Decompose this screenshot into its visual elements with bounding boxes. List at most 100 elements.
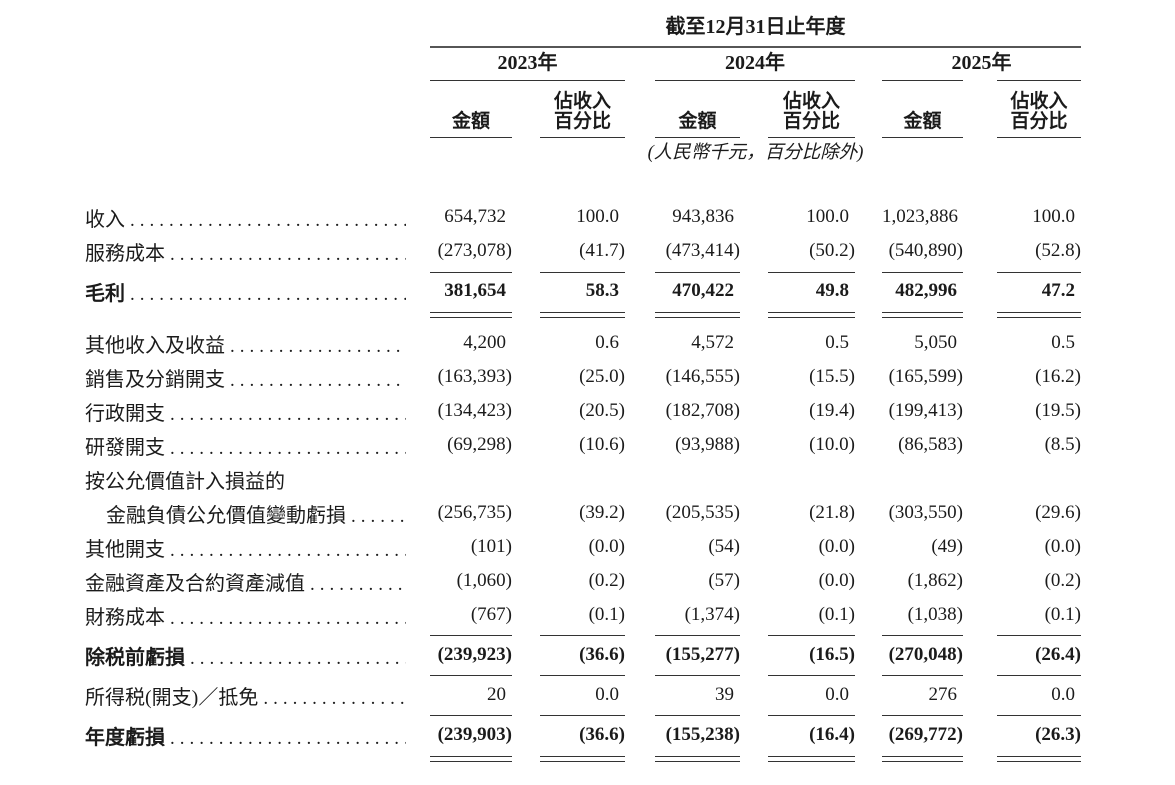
percent-cell: (16.4) [809,724,855,745]
table-row: 金融資產及合約資產減值 (1,060) (0.2) (57) (0.0) (1,862) (… [85,564,1081,598]
row-label-text: 毛利 [85,282,125,305]
amount-cell: (134,423) [437,400,512,421]
rule-row [85,674,1081,676]
dot-leader [230,369,406,392]
percent-cell: (20.5) [579,400,625,421]
double-rule [768,312,855,318]
row-label-text: 年度虧損 [85,726,165,749]
amount-cell: 5,050 [914,332,957,353]
double-rule [655,312,740,318]
amount-cell: (273,078) [437,240,512,261]
amount-cell: (155,277) [665,644,740,665]
double-rule [997,312,1081,318]
percent-cell: (36.6) [579,724,625,745]
percent-cell: (16.5) [809,644,855,665]
single-rule [655,268,740,273]
table-row: 其他開支 (101) (0.0) (54) (0.0) (49) (0.0) [85,530,1081,564]
percent-cell: 0.0 [1051,684,1075,705]
dot-leader [190,647,406,670]
row-label-text: 除税前虧損 [85,646,185,669]
percent-cell: (19.4) [809,400,855,421]
percent-cell: 49.8 [815,280,849,301]
year-header-2023: 2023年 [430,48,625,81]
percent-cell: (10.6) [579,434,625,455]
row-label-text: 服務成本 [85,242,165,265]
double-rule [882,756,963,762]
row-label-text: 金融負債公允價值變動虧損 [106,504,346,527]
dot-leader [263,687,406,710]
table-row: 銷售及分銷開支 (163,393) (25.0) (146,555) (15.5) (16… [85,360,1081,394]
amount-cell: (1,862) [907,570,963,591]
double-rule [997,756,1081,762]
row-label: 毛利 [85,277,430,306]
single-rule [430,632,512,636]
percent-cell: (0.1) [818,604,855,625]
percent-cell: 47.2 [1041,280,1075,301]
percent-cell: (52.8) [1035,240,1081,261]
amount-cell: (767) [470,604,512,625]
single-rule [882,268,963,273]
rule-row [85,268,1081,273]
table-row: 除税前虧損 (239,923) (36.6) (155,277) (16.5) (270,… [85,636,1081,674]
amount-cell: (1,038) [907,604,963,625]
amount-cell: 1,023,886 [882,206,958,227]
row-label: 所得税(開支)／抵免 [85,681,430,710]
amount-cell: (69,298) [447,434,512,455]
percent-cell: (29.6) [1035,502,1081,523]
table-row: 所得税(開支)／抵免 20 0.0 39 0.0 276 0.0 [85,676,1081,714]
double-rule [655,756,740,762]
single-rule [655,714,740,716]
percent-cell: 100.0 [806,206,849,227]
row-label: 銷售及分銷開支 [85,363,430,392]
single-rule [430,714,512,716]
row-label-text: 其他收入及收益 [85,334,225,357]
rule-row [85,756,1081,762]
row-label-text: 按公允價值計入損益的 [85,470,285,493]
amount-cell: (256,735) [437,502,512,523]
rule-row [85,714,1081,716]
percent-header-line1: 佔收入 [553,91,611,112]
year-header-2025: 2025年 [882,48,1081,82]
amount-cell: (57) [708,570,740,591]
table-row: 收入 654,732 100.0 943,836 100.0 1,023,886 100.0 [85,200,1081,234]
period-title: 截至12月31日止年度 [665,16,846,38]
dot-leader [170,727,406,750]
double-rule [882,312,963,318]
double-rule [540,756,625,762]
amount-cell: (182,708) [665,400,740,421]
row-label: 按公允價值計入損益的 [85,465,430,494]
single-rule [655,632,740,636]
percent-cell: (21.8) [809,502,855,523]
single-rule [997,714,1081,716]
row-label: 金融負債公允價值變動虧損 [85,499,430,528]
table-row: 行政開支 (134,423) (20.5) (182,708) (19.4) (199,4… [85,394,1081,428]
rule-row [85,632,1081,636]
amount-cell: 654,732 [444,206,506,227]
amount-cell: 943,836 [672,206,734,227]
row-label: 財務成本 [85,601,430,630]
percent-column-header: 佔收入 百分比 [540,92,625,138]
percent-header-line1: 佔收入 [782,91,840,112]
percent-cell: 0.5 [825,332,849,353]
row-label-text: 研發開支 [85,436,165,459]
row-label: 年度虧損 [85,721,430,750]
dot-leader [230,335,406,358]
amount-cell: (86,583) [898,434,963,455]
amount-cell: 381,654 [444,280,506,301]
table-row: 毛利 381,654 58.3 470,422 49.8 482,996 47.2 [85,273,1081,309]
amount-cell: (165,599) [888,366,963,387]
amount-cell: (303,550) [888,502,963,523]
dot-leader [130,209,406,232]
percent-cell: (19.5) [1035,400,1081,421]
percent-cell: (39.2) [579,502,625,523]
percent-cell: (0.0) [818,570,855,591]
amount-column-header: 金額 [882,112,963,138]
table-row: 財務成本 (767) (0.1) (1,374) (0.1) (1,038) (0.1) [85,598,1081,632]
amount-cell: 482,996 [895,280,957,301]
percent-cell: (0.1) [588,604,625,625]
percent-cell: 0.6 [595,332,619,353]
percent-cell: (0.0) [1044,536,1081,557]
row-label: 其他開支 [85,533,430,562]
single-rule [882,674,963,676]
percent-cell: (0.2) [1044,570,1081,591]
